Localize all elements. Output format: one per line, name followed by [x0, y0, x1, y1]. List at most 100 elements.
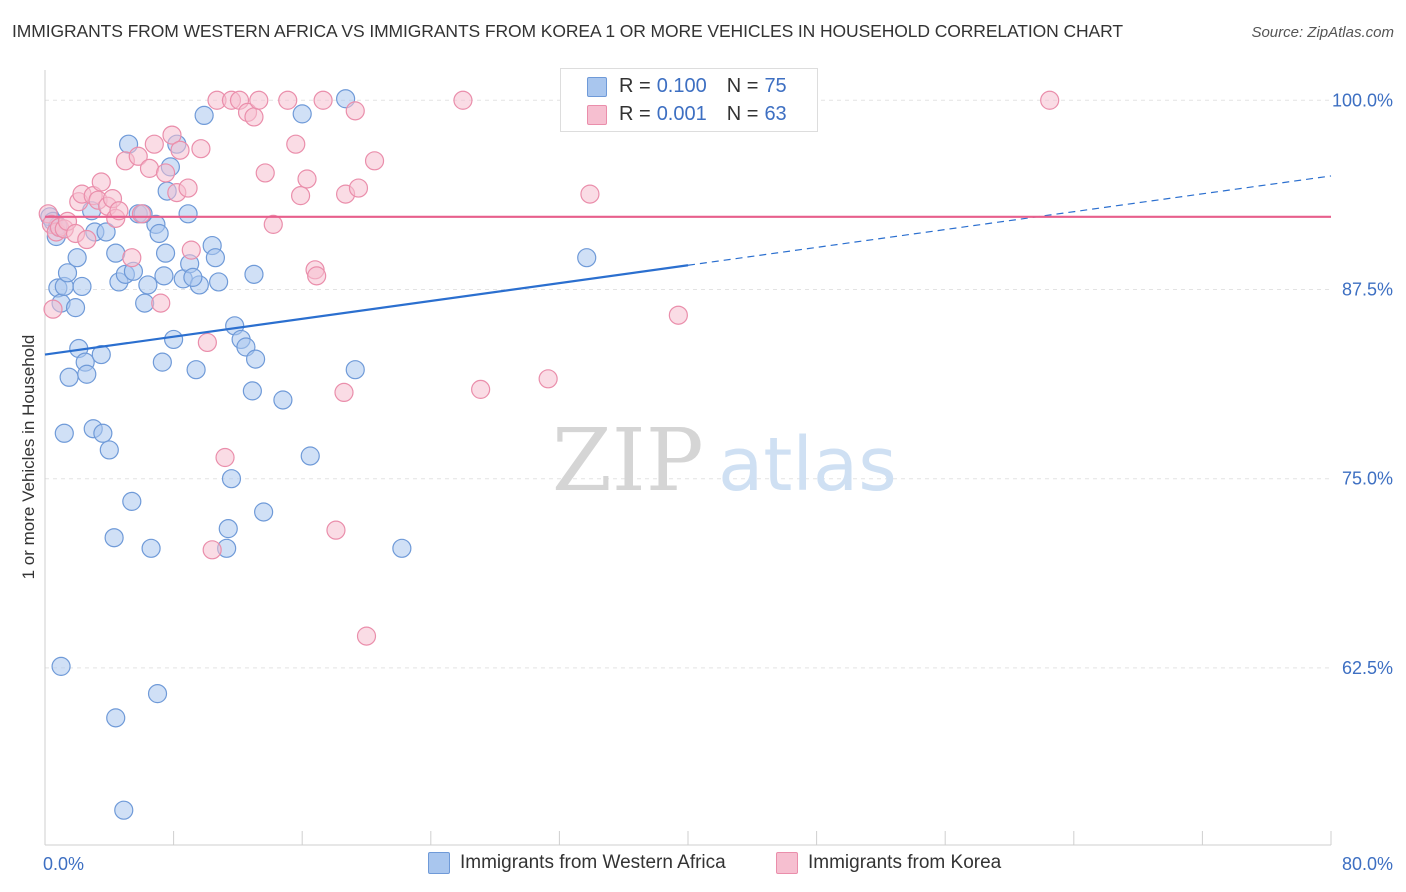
y-tick-label: 100.0%: [1332, 90, 1393, 110]
y-tick-label: 75.0%: [1342, 469, 1393, 489]
western-africa-point: [154, 266, 174, 286]
korea-point: [162, 125, 182, 145]
legend-row-korea: R = 0.001 N = 63: [587, 101, 787, 127]
x-tick-labels: 0.0% 80.0%: [43, 854, 1393, 874]
legend-item-label: Immigrants from Korea: [808, 852, 1002, 873]
series-korea-points: [38, 90, 1060, 646]
korea-point: [538, 369, 558, 389]
western-africa-point: [138, 275, 158, 295]
western-africa-point: [122, 491, 142, 511]
western-africa-point: [114, 800, 134, 820]
western-africa-point: [186, 360, 206, 380]
western-africa-point: [392, 538, 412, 558]
western-africa-point: [72, 276, 92, 297]
western-africa-point: [106, 243, 126, 263]
korea-point: [580, 184, 600, 204]
western-africa-trend-extension: [687, 175, 1332, 266]
western-africa-point: [106, 708, 126, 728]
western-africa-point: [242, 381, 262, 401]
western-africa-point: [345, 360, 365, 380]
series-legend: Immigrants from Western Africa Immigrant…: [0, 850, 1406, 880]
korea-point: [91, 172, 111, 192]
y-axis-label: 1 or more Vehicles in Household: [19, 335, 38, 580]
trend-lines: [44, 175, 1332, 356]
western-africa-point: [218, 519, 238, 539]
western-africa-point: [221, 469, 242, 489]
korea-point: [170, 140, 190, 160]
western-africa-point: [244, 264, 264, 284]
legend-swatch-pink: [587, 105, 607, 125]
korea-point: [77, 229, 97, 250]
korea-point: [453, 90, 473, 110]
western-africa-point: [205, 248, 225, 268]
chart-title: IMMIGRANTS FROM WESTERN AFRICA VS IMMIGR…: [12, 21, 1123, 41]
western-africa-point: [178, 204, 198, 224]
western-africa-point: [54, 423, 74, 443]
correlation-legend: R = 0.100 N = 75 R = 0.001 N = 63: [560, 68, 818, 132]
korea-point: [290, 186, 311, 206]
western-africa-point: [135, 293, 155, 313]
legend-n-label: N =: [726, 74, 759, 97]
legend-item-label: Immigrants from Western Africa: [460, 852, 726, 873]
korea-point: [155, 163, 176, 183]
korea-point: [131, 204, 152, 224]
korea-point: [122, 248, 142, 268]
western-africa-point: [194, 105, 214, 126]
legend-swatch-blue: [428, 852, 450, 874]
korea-point: [178, 178, 198, 198]
legend-r-label: R =: [619, 102, 651, 125]
korea-point: [345, 101, 365, 121]
korea-point: [471, 379, 491, 399]
western-africa-point: [99, 440, 119, 460]
western-africa-point: [164, 329, 184, 350]
x-tick-label: 80.0%: [1342, 854, 1393, 874]
western-africa-point: [65, 298, 86, 318]
western-africa-point: [141, 538, 161, 558]
korea-point: [278, 90, 298, 110]
western-africa-point: [254, 502, 274, 522]
western-africa-trend-line: [44, 264, 689, 356]
western-africa-point: [104, 528, 124, 548]
korea-point: [43, 299, 63, 319]
korea-point: [348, 178, 369, 198]
legend-n-value: 75: [764, 74, 787, 97]
western-africa-point: [77, 364, 97, 384]
western-africa-point: [93, 423, 113, 443]
watermark-atlas: atlas: [718, 422, 897, 508]
watermark: ZIP atlas: [552, 411, 897, 511]
western-africa-point: [96, 222, 116, 242]
korea-point: [364, 151, 385, 171]
korea-point: [109, 201, 129, 221]
legend-row-western-africa: R = 0.100 N = 75: [587, 73, 787, 99]
legend-r-value: 0.001: [656, 102, 707, 125]
western-africa-point: [209, 272, 229, 292]
korea-point: [191, 139, 211, 159]
western-africa-point: [155, 243, 176, 263]
korea-point: [151, 293, 171, 313]
korea-point: [202, 540, 222, 560]
western-africa-point: [245, 349, 266, 369]
korea-point: [144, 134, 164, 154]
korea-point: [1040, 90, 1060, 110]
western-africa-point: [183, 267, 203, 287]
legend-n-label: N =: [726, 102, 759, 125]
korea-point: [286, 134, 306, 154]
korea-point: [263, 214, 283, 234]
korea-point: [326, 520, 346, 540]
korea-point: [307, 266, 327, 286]
korea-point: [128, 146, 148, 166]
x-tick-marks: [44, 831, 1332, 845]
western-africa-point: [91, 344, 111, 365]
korea-point: [313, 90, 333, 110]
western-africa-point: [300, 446, 320, 466]
western-africa-point: [292, 104, 312, 124]
korea-point: [356, 626, 377, 646]
korea-point: [668, 305, 688, 325]
legend-n-value: 63: [764, 102, 787, 125]
legend-r-value: 0.100: [656, 74, 707, 97]
western-africa-point: [149, 223, 169, 244]
korea-point: [255, 163, 275, 183]
western-africa-point: [273, 390, 293, 410]
korea-point: [249, 90, 269, 110]
y-tick-labels: 100.0% 87.5% 75.0% 62.5%: [1332, 90, 1393, 678]
